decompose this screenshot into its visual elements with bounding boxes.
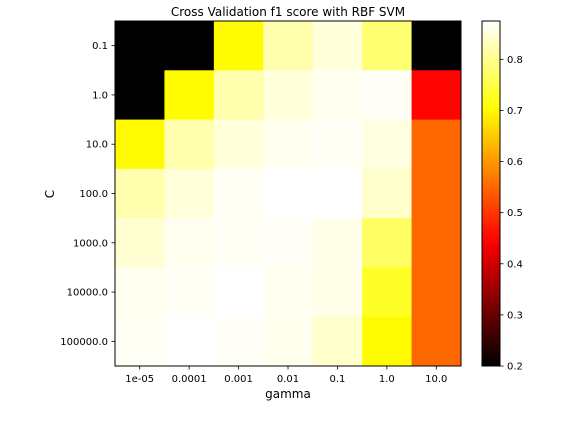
- heatmap-cell: [115, 267, 165, 318]
- colorbar-tick-label: 0.8: [507, 55, 523, 66]
- heatmap-cell: [213, 267, 264, 318]
- x-tick-label: 10.0: [425, 374, 447, 385]
- heatmap-cell: [411, 21, 462, 71]
- chart-title: Cross Validation f1 score with RBF SVM: [171, 5, 405, 19]
- heatmap-cell: [164, 168, 215, 219]
- colorbar-tick-label: 0.5: [507, 208, 523, 219]
- heatmap-cell: [164, 218, 215, 268]
- heatmap-cell: [312, 218, 363, 268]
- heatmap-cell: [164, 316, 215, 367]
- heatmap: [115, 21, 462, 367]
- heatmap-cell: [213, 119, 264, 170]
- heatmap-cell: [411, 70, 462, 120]
- heatmap-cell: [362, 267, 412, 318]
- colorbar-ticks: 0.2 0.3 0.4 0.5 0.6 0.7 0.8: [500, 55, 523, 373]
- y-tick-label: 1000.0: [73, 238, 108, 249]
- colorbar-tick-label: 0.7: [507, 106, 523, 117]
- heatmap-cell: [312, 316, 363, 367]
- heatmap-cell: [115, 168, 165, 219]
- heatmap-cell: [362, 316, 412, 367]
- heatmap-cell: [362, 119, 412, 170]
- heatmap-cell: [263, 119, 314, 170]
- heatmap-cell: [164, 21, 215, 71]
- colorbar-tick-label: 0.3: [507, 310, 523, 321]
- heatmap-cell: [362, 218, 412, 268]
- y-tick-label: 1.0: [92, 90, 108, 101]
- x-tick-label: 1e-05: [125, 374, 154, 385]
- heatmap-cell: [411, 316, 462, 367]
- heatmap-cell: [263, 168, 314, 219]
- x-tick-label: 0.01: [277, 374, 299, 385]
- heatmap-cell: [263, 21, 314, 71]
- heatmap-cell: [164, 70, 215, 120]
- heatmap-cell: [411, 168, 462, 219]
- heatmap-cell: [411, 218, 462, 268]
- heatmap-cell: [263, 218, 314, 268]
- heatmap-cell: [263, 316, 314, 367]
- colorbar-tick-label: 0.4: [507, 259, 523, 270]
- heatmap-cell: [115, 218, 165, 268]
- y-tick-label: 0.1: [92, 41, 108, 52]
- heatmap-cell: [362, 168, 412, 219]
- heatmap-cell: [164, 267, 215, 318]
- y-tick-label: 100.0: [79, 189, 108, 200]
- y-tick-label: 100000.0: [60, 337, 108, 348]
- heatmap-cell: [115, 119, 165, 170]
- heatmap-cell: [312, 168, 363, 219]
- x-tick-label: 0.001: [224, 374, 253, 385]
- heatmap-cell: [263, 267, 314, 318]
- heatmap-cell: [213, 168, 264, 219]
- x-axis-label: gamma: [265, 387, 311, 401]
- x-tick-label: 0.0001: [172, 374, 207, 385]
- y-tick-label: 10000.0: [67, 288, 108, 299]
- heatmap-cell: [312, 70, 363, 120]
- heatmap-cell: [164, 119, 215, 170]
- heatmap-cell: [213, 316, 264, 367]
- heatmap-cell: [411, 119, 462, 170]
- x-tick-label: 1.0: [379, 374, 395, 385]
- heatmap-cell: [213, 218, 264, 268]
- heatmap-cell: [411, 267, 462, 318]
- heatmap-cell: [115, 70, 165, 120]
- colorbar-tick-label: 0.6: [507, 157, 523, 168]
- heatmap-cell: [213, 70, 264, 120]
- colorbar: [481, 20, 501, 367]
- x-axis: 1e-05 0.0001 0.001 0.01 0.1 1.0 10.0: [125, 366, 447, 385]
- y-axis: 0.1 1.0 10.0 100.0 1000.0 10000.0 100000.0: [60, 41, 115, 348]
- y-tick-label: 10.0: [86, 140, 108, 151]
- x-tick-label: 0.1: [329, 374, 345, 385]
- heatmap-cell: [115, 21, 165, 71]
- heatmap-cell: [312, 119, 363, 170]
- heatmap-cell: [312, 267, 363, 318]
- heatmap-cell: [362, 70, 412, 120]
- heatmap-cell: [312, 21, 363, 71]
- heatmap-cell: [213, 21, 264, 71]
- y-axis-label: C: [43, 190, 57, 198]
- heatmap-cell: [115, 316, 165, 367]
- colorbar-tick-label: 0.2: [507, 362, 523, 373]
- heatmap-cell: [263, 70, 314, 120]
- heatmap-cell: [362, 21, 412, 71]
